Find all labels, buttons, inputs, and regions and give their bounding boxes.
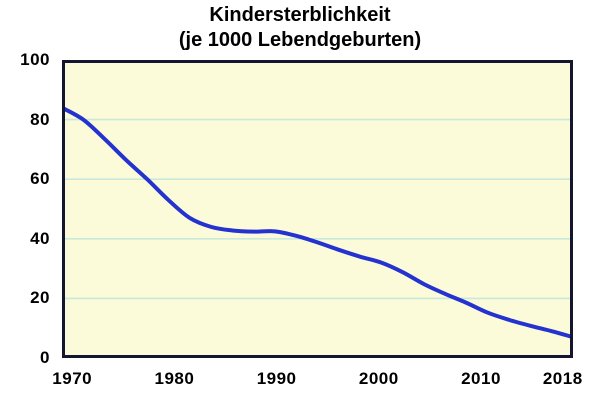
x-tick-label: 2010 [461,369,501,388]
chart-title: Kindersterblichkeit (je 1000 Lebendgebur… [0,3,600,53]
mortality-trend-line [62,105,573,340]
plot-area [62,60,573,358]
x-tick-label: 1990 [256,369,297,388]
plot-border [62,60,573,358]
y-tick-label: 40 [30,228,50,248]
chart-title-line1: Kindersterblichkeit [209,4,391,26]
chart-title-line2: (je 1000 Lebendgeburten) [178,29,422,51]
y-tick-label: 80 [30,109,50,129]
x-tick-label: 1970 [52,369,93,388]
y-tick-label: 100 [20,50,50,69]
x-tick-label: 2018 [542,369,583,388]
y-tick-label: 0 [40,348,50,367]
x-tick-label: 2000 [358,369,399,388]
x-tick-label: 1980 [154,369,195,388]
y-tick-label: 60 [30,169,50,189]
y-tick-label: 20 [30,288,50,308]
plot-background [62,60,573,358]
